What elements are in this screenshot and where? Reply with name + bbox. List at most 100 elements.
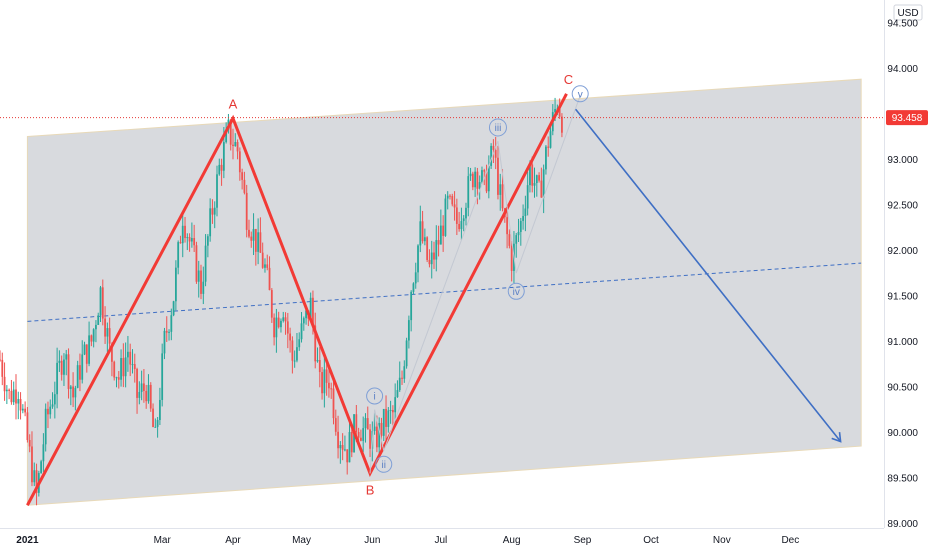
price-candle-body [465, 207, 467, 219]
price-candle-body [156, 420, 159, 427]
price-candle-body [401, 377, 403, 379]
price-candle-body [147, 384, 150, 402]
sub-wave-circle [488, 118, 507, 137]
price-candle-body [394, 397, 397, 413]
y-tick-label: 92.000 [887, 246, 918, 257]
price-candle-body [426, 237, 429, 260]
price-candle-body [213, 207, 216, 215]
price-candle-body [330, 388, 333, 390]
price-candle-body [312, 297, 314, 326]
price-candle-body [284, 317, 287, 322]
y-tick-label: 91.500 [887, 291, 918, 302]
price-candle-body [385, 408, 387, 427]
price-candle-body [446, 195, 449, 199]
price-candle-body [261, 252, 264, 268]
price-candle-body [339, 444, 342, 449]
price-candle-body [289, 333, 291, 341]
price-candle-body [471, 173, 474, 188]
price-candle-body [51, 404, 54, 407]
wave-labels: A B C [229, 72, 574, 498]
price-candle-body [26, 412, 29, 441]
price-candle-body [366, 418, 369, 430]
price-candle-body [264, 264, 266, 268]
price-candle-body [111, 343, 113, 362]
x-tick-label: 2021 [16, 535, 39, 546]
price-candle-body [186, 237, 189, 239]
price-candle-body [154, 426, 157, 428]
price-candle-body [131, 364, 134, 366]
price-candle-body [350, 432, 353, 453]
last-price-label: 93.458 [892, 113, 923, 124]
price-candle-body [451, 196, 454, 205]
price-candle-body [547, 146, 550, 148]
price-candle-body [474, 171, 477, 188]
price-candle-body [462, 218, 465, 222]
price-candle-body [197, 270, 200, 282]
price-candle-body [428, 259, 431, 265]
price-candle-body [17, 398, 20, 404]
price-candle-body [542, 169, 545, 198]
price-candle-body [138, 391, 141, 398]
price-candle-body [275, 317, 278, 338]
price-candle-body [291, 340, 294, 361]
price-candle-body [254, 228, 257, 252]
channel-midline [27, 262, 862, 322]
price-candle-body [430, 252, 433, 265]
time-axis[interactable]: 2021 Mar Apr May Jun Jul Aug Sep Oct Nov Dec [0, 528, 932, 550]
price-candle-body [145, 390, 148, 402]
price-candle-body [15, 389, 17, 404]
price-candle-body [501, 184, 504, 209]
price-candle-body [492, 145, 495, 150]
price-candle-body [535, 175, 538, 184]
price-candle-body [414, 272, 417, 284]
price-candle-body [478, 182, 481, 189]
price-candle-body [225, 129, 228, 143]
price-candle-body [195, 245, 198, 282]
price-candle-body [257, 232, 260, 252]
price-candle-body [216, 174, 218, 208]
price-candle-body [206, 236, 209, 246]
price-candle-body [1, 359, 4, 377]
price-candle-body [19, 398, 22, 411]
price-candle-body [97, 315, 100, 325]
price-candle-body [362, 428, 365, 441]
price-candle-body [83, 344, 86, 355]
price-candle-body [510, 245, 513, 271]
price-candle-body [323, 369, 326, 394]
price-candle-body [410, 291, 413, 321]
price-candle-body [439, 225, 442, 245]
price-candle-body [469, 173, 472, 177]
price-axis[interactable]: USD94.50094.00093.50093.00092.50092.0009… [884, 0, 932, 550]
price-candle-body [344, 449, 346, 451]
price-candle-body [181, 225, 184, 244]
price-candle-body [531, 164, 534, 186]
price-candle-body [238, 151, 241, 173]
price-candle-body [558, 108, 561, 117]
price-candle-body [172, 301, 175, 316]
price-candle-body [499, 184, 502, 195]
price-candle-body [60, 360, 63, 375]
sub-wave-label-iii: iii [495, 123, 502, 134]
price-candle-body [200, 270, 202, 294]
price-candle-body [378, 422, 381, 448]
price-candle-body [236, 142, 239, 152]
price-candle-body [490, 145, 493, 166]
price-candle-body [90, 335, 93, 342]
sub-wave-connector [369, 95, 581, 474]
price-candle-body [476, 171, 479, 189]
price-candle-body [229, 119, 232, 145]
price-candle-body [314, 325, 317, 362]
price-candle-body [220, 164, 223, 171]
price-candle-body [517, 231, 520, 236]
x-tick-label: Dec [781, 535, 799, 546]
price-candle-body [65, 354, 68, 360]
price-candle-body [10, 390, 13, 403]
price-candle-body [58, 360, 61, 363]
price-candle-body [241, 172, 244, 180]
price-candle-body [133, 364, 136, 370]
price-candle-body [31, 446, 33, 483]
price-candle-body [321, 372, 323, 394]
price-candle-body [494, 149, 497, 158]
price-candle-body [435, 240, 438, 260]
